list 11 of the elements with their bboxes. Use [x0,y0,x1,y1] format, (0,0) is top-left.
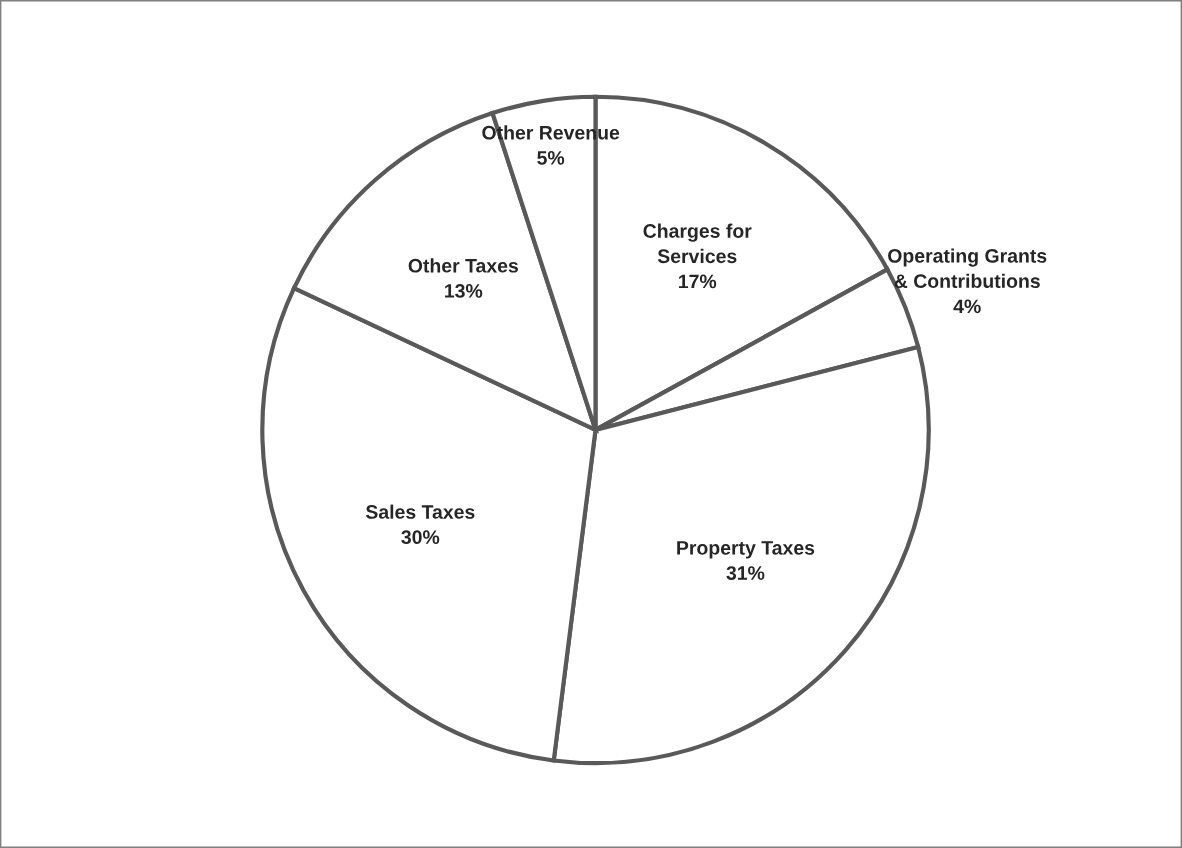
slice-label: Sales Taxes [365,504,475,519]
slice-label: Charges for Services [643,223,752,264]
data-label: 31% [726,566,765,580]
slice-label: Operating Grants & Contributions [888,248,1047,289]
data-label: 17% [679,274,717,289]
slice-label: Property Taxes [677,541,815,559]
data-label: 5% [537,151,565,165]
slice-label: Other Taxes [408,258,518,273]
data-label: 13% [445,284,483,298]
data-label: 30% [401,530,440,545]
data-label: 4% [953,299,981,314]
